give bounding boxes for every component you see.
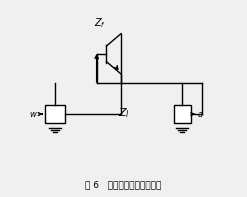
- Bar: [45, 105, 65, 123]
- Text: $a$: $a$: [197, 110, 203, 119]
- Text: $Z_l$: $Z_l$: [118, 106, 129, 120]
- Bar: [174, 105, 191, 123]
- Text: $w$: $w$: [29, 110, 38, 119]
- Text: $Z_f$: $Z_f$: [94, 16, 107, 30]
- Text: 图 6   串联负反馈微带线结构: 图 6 串联负反馈微带线结构: [85, 181, 162, 190]
